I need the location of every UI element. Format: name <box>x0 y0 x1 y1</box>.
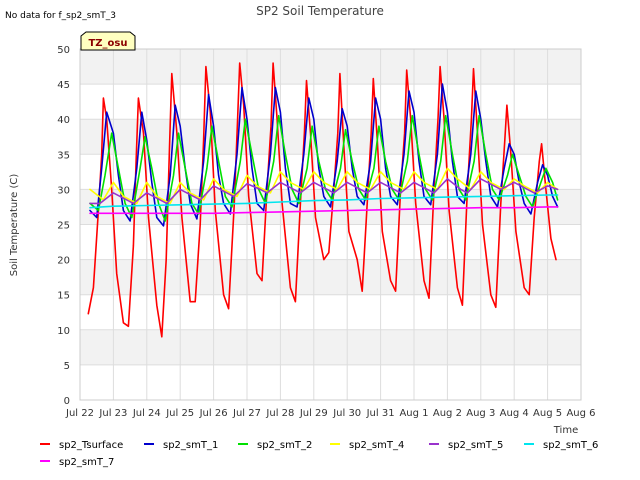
plot-band <box>80 49 581 85</box>
y-axis-title: Soil Temperature (C) <box>9 174 20 277</box>
y-tick-label: 0 <box>64 396 70 407</box>
x-axis-ticks: Jul 22 Jul 23 Jul 24 Jul 25 Jul 26 Jul 27 Jul … <box>65 408 596 419</box>
y-tick-label: 40 <box>57 115 70 126</box>
y-axis-ticks: 0 5 10 15 20 25 30 35 40 45 50 <box>57 45 70 407</box>
series-line-sp2-smT-6 <box>89 194 559 209</box>
x-tick-label: Aug 2 <box>433 408 462 419</box>
series-line-sp2-smT-5 <box>89 178 559 205</box>
legend-label: sp2_smT_7 <box>59 457 114 468</box>
y-tick-label: 15 <box>57 291 70 302</box>
x-tick-label: Jul 23 <box>98 408 127 419</box>
plot-frame <box>79 48 582 401</box>
chart-title: SP2 Soil Temperature <box>256 4 384 18</box>
x-tick-label: Jul 22 <box>65 408 94 419</box>
legend: sp2_Tsurface sp2_smT_1 sp2_smT_2 sp2_smT_4 s… <box>40 440 598 468</box>
plot-band <box>80 364 581 400</box>
plot-band <box>80 84 581 120</box>
tz-badge-label: TZ_osu <box>88 38 127 49</box>
x-tick-label: Aug 5 <box>533 408 562 419</box>
plot-band <box>80 119 581 155</box>
tz-badge-box <box>80 31 136 51</box>
y-tick-label: 50 <box>57 45 70 56</box>
y-tick-label: 5 <box>64 361 70 372</box>
y-tick-label: 30 <box>57 185 70 196</box>
plot-bands <box>80 49 581 400</box>
y-tick-label: 10 <box>57 326 70 337</box>
x-tick-label: Aug 6 <box>566 408 595 419</box>
y-tick-label: 45 <box>57 80 70 91</box>
x-tick-label: Jul 24 <box>132 408 161 419</box>
x-tick-label: Jul 29 <box>299 408 328 419</box>
x-tick-label: Jul 28 <box>265 408 294 419</box>
series-line-sp2-smT-1 <box>89 83 559 227</box>
y-tick-label: 25 <box>57 221 70 232</box>
x-tick-label: Aug 3 <box>466 408 495 419</box>
y-tick-label: 35 <box>57 150 70 161</box>
x-tick-label: Jul 31 <box>366 408 395 419</box>
x-tick-label: Jul 27 <box>232 408 261 419</box>
legend-label: sp2_smT_6 <box>543 440 598 451</box>
legend-label: sp2_smT_2 <box>257 440 312 451</box>
y-tick-label: 20 <box>57 256 70 267</box>
plot-band <box>80 294 581 330</box>
legend-label: sp2_smT_5 <box>448 440 503 451</box>
x-tick-label: Aug 4 <box>500 408 529 419</box>
series-line-sp2-smT-4 <box>89 167 559 205</box>
no-data-note: No data for f_sp2_smT_3 <box>5 11 116 21</box>
plot-band <box>80 329 581 365</box>
series-lines <box>87 62 559 338</box>
legend-label: sp2_smT_4 <box>349 440 404 451</box>
plot-band <box>80 154 581 190</box>
x-axis-title: Time <box>553 425 578 436</box>
series-line-sp2-smT-7 <box>89 206 559 215</box>
legend-label: sp2_smT_1 <box>163 440 218 451</box>
tz-badge: TZ_osu <box>80 31 136 51</box>
legend-label: sp2_Tsurface <box>59 440 123 451</box>
x-tick-label: Jul 26 <box>199 408 228 419</box>
x-tick-label: Aug 1 <box>399 408 428 419</box>
x-tick-label: Jul 25 <box>165 408 194 419</box>
x-tick-label: Jul 30 <box>332 408 361 419</box>
